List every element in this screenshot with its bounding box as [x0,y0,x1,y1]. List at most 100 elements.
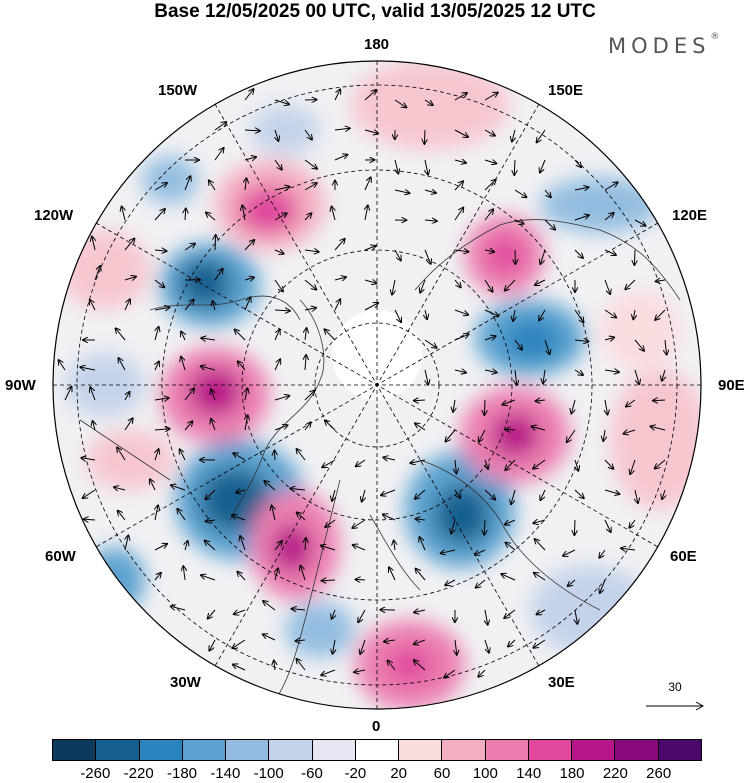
wind-vector [568,579,576,586]
wind-vector [392,279,395,295]
wind-vector [205,489,216,499]
wind-vector [245,178,246,191]
colorbar-tick-label: 220 [602,765,628,782]
wind-vector [455,639,457,655]
wind-vector [263,601,276,611]
wind-vector [274,541,282,551]
wind-vector [395,159,398,174]
wind-vector [536,400,546,401]
wind-vector [214,122,226,131]
wind-vector [364,177,371,191]
wind-vector [114,487,126,490]
wind-vector [502,399,516,405]
wind-vector [334,299,340,311]
wind-vector [604,519,611,532]
wind-vector [603,429,605,441]
lon-label-60w: 60W [45,548,76,565]
wind-vector [206,520,216,521]
wind-vector [630,459,636,474]
wind-vector [454,208,463,221]
wind-vector [653,400,666,401]
wind-vector [358,609,366,622]
wind-vector [234,609,246,614]
wind-vector [514,159,515,175]
wind-vector [275,129,278,141]
wind-vector [184,388,194,401]
wind-vector [574,159,581,167]
wind-vector [209,180,216,191]
vector-reference-label: 30 [668,680,682,694]
wind-vector [424,339,437,348]
colorbar-tick-label: 180 [559,765,585,782]
wind-vector [154,279,164,287]
wind-vector [233,665,246,671]
wind-vector [389,567,396,581]
wind-vector [534,573,546,581]
wind-vector [544,219,555,230]
wind-vector [244,89,254,101]
map-title: Base 12/05/2025 00 UTC, valid 13/05/2025… [154,1,596,22]
lon-label-60e: 60E [670,548,697,565]
anomaly-blobs [60,61,701,709]
wind-vector [478,669,486,677]
vector-reference: 30 [640,680,710,716]
wind-vector [599,549,606,558]
wind-vector [479,429,486,442]
wind-vector [451,519,456,533]
wind-vector [364,90,376,101]
wind-vector [185,209,186,221]
colorbar-segment [615,740,659,760]
wind-vector [365,206,368,221]
wind-vector [274,213,287,221]
wind-vector [624,430,636,434]
wind-vector [535,279,546,285]
wind-vector [155,449,159,461]
wind-vector [540,489,546,500]
wind-vector [575,459,578,471]
colorbar-segment [442,740,486,760]
wind-vector [334,239,345,251]
wind-vector [605,399,608,415]
wind-vector [656,280,666,281]
wind-vector [184,176,190,191]
wind-vector [213,301,216,311]
wind-vector [211,389,215,401]
wind-vector [154,183,167,191]
polar-map [52,60,702,710]
wind-vector [305,538,306,551]
wind-vector [484,309,498,316]
wind-vector [245,415,248,431]
wind-vector [625,279,636,289]
wind-vector [171,606,186,611]
wind-vector [155,505,158,521]
wind-vector [454,160,466,163]
wind-vector [155,362,159,371]
wind-vector [244,240,254,251]
wind-vector [274,359,280,371]
colorbar-segment [182,740,227,760]
wind-vector [244,130,260,131]
wind-vector [414,639,426,644]
wind-vector [621,548,636,550]
colorbar-tick-label: -220 [123,765,154,782]
wind-vector [604,182,618,191]
wind-vector [604,249,616,255]
wind-vector [92,237,95,251]
colorbar-tick-label: -20 [344,765,367,782]
wind-vector [90,387,96,401]
wind-vector [604,337,614,340]
wind-vector [325,329,336,341]
colorbar-segment [226,740,270,760]
wind-vector [325,519,336,527]
wind-vector [214,148,224,161]
wind-vector [454,489,460,498]
wind-vector [334,128,350,130]
wind-vector [540,159,546,173]
wind-vector [80,367,96,370]
wind-vector [274,279,283,291]
wind-vector [484,399,485,415]
brand-text: MODES [608,34,711,58]
wind-vector [414,610,426,612]
wind-vector [274,661,275,671]
wind-vector [651,426,666,430]
